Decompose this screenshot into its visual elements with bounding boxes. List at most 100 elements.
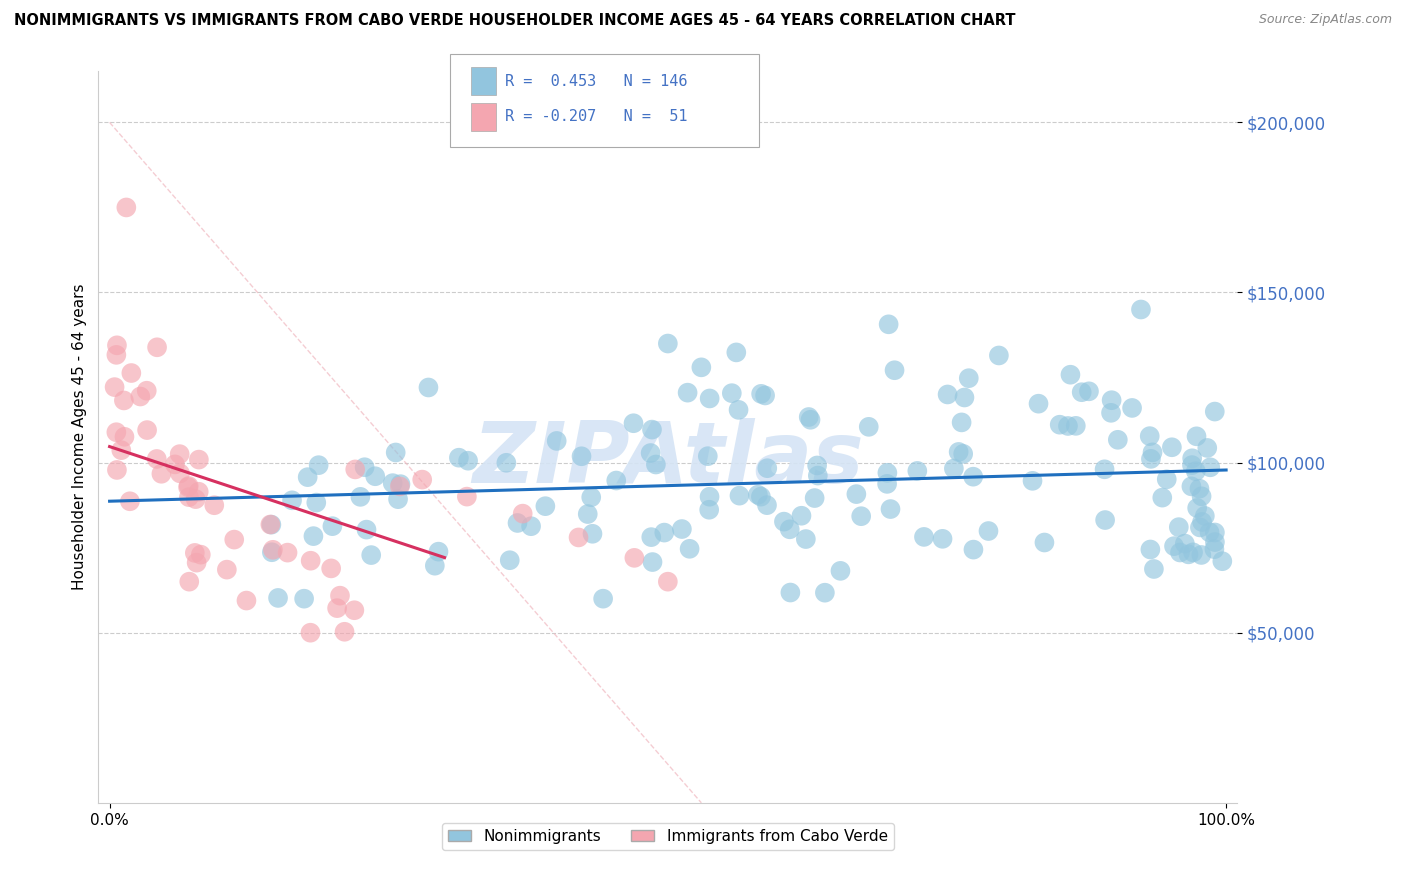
Point xyxy=(727,402,749,417)
Point xyxy=(146,340,169,354)
Point xyxy=(1021,474,1043,488)
Point xyxy=(495,456,517,470)
Point xyxy=(905,464,928,478)
Point xyxy=(546,434,568,448)
Point xyxy=(576,507,599,521)
Point xyxy=(329,589,352,603)
Point xyxy=(696,449,718,463)
Point xyxy=(1078,384,1101,399)
Point xyxy=(235,593,257,607)
Point xyxy=(697,502,720,516)
Point xyxy=(797,409,820,424)
Point xyxy=(657,336,679,351)
Point xyxy=(387,492,409,507)
Point xyxy=(592,591,614,606)
Point xyxy=(356,523,378,537)
Point xyxy=(150,467,173,481)
Point xyxy=(184,492,207,507)
Text: Source: ZipAtlas.com: Source: ZipAtlas.com xyxy=(1258,13,1392,27)
Point xyxy=(936,387,959,401)
Point xyxy=(1188,520,1211,534)
Point xyxy=(1211,554,1233,568)
Point xyxy=(1168,545,1191,559)
Point xyxy=(623,550,645,565)
Point xyxy=(1130,302,1153,317)
Point xyxy=(259,517,281,532)
Point xyxy=(499,553,522,567)
Point xyxy=(260,545,283,559)
Point xyxy=(699,490,721,504)
Point xyxy=(1094,462,1116,476)
Point xyxy=(190,548,212,562)
Point xyxy=(877,318,900,332)
Point xyxy=(749,490,772,504)
Point xyxy=(721,386,744,401)
Point xyxy=(1160,440,1182,454)
Point xyxy=(120,366,142,380)
Point xyxy=(302,529,325,543)
Legend: Nonimmigrants, Immigrants from Cabo Verde: Nonimmigrants, Immigrants from Cabo Verd… xyxy=(441,822,894,850)
Point xyxy=(1033,535,1056,549)
Point xyxy=(912,530,935,544)
Point xyxy=(112,393,135,408)
Text: NONIMMIGRANTS VS IMMIGRANTS FROM CABO VERDE HOUSEHOLDER INCOME AGES 45 - 64 YEAR: NONIMMIGRANTS VS IMMIGRANTS FROM CABO VE… xyxy=(14,13,1015,29)
Point xyxy=(115,201,138,215)
Point xyxy=(1028,397,1050,411)
Point xyxy=(728,489,751,503)
Point xyxy=(1204,535,1226,549)
Point xyxy=(177,479,200,493)
Point xyxy=(105,338,128,352)
Point xyxy=(364,469,387,483)
Point xyxy=(1107,433,1129,447)
Point xyxy=(623,416,645,430)
Point xyxy=(1057,419,1080,434)
Point xyxy=(876,476,898,491)
Text: ZIPAtlas: ZIPAtlas xyxy=(472,417,863,500)
Point xyxy=(179,574,201,589)
Text: R =  0.453   N = 146: R = 0.453 N = 146 xyxy=(505,74,688,88)
Point xyxy=(388,479,411,493)
Point xyxy=(110,443,132,458)
Point xyxy=(803,491,825,505)
Point xyxy=(389,477,412,491)
Point xyxy=(163,458,186,472)
Point xyxy=(169,447,191,461)
Point xyxy=(1094,513,1116,527)
Point xyxy=(305,495,328,509)
Y-axis label: Householder Income Ages 45 - 64 years: Householder Income Ages 45 - 64 years xyxy=(72,284,87,591)
Point xyxy=(830,564,852,578)
Point xyxy=(1140,451,1163,466)
Point xyxy=(202,498,225,512)
Point xyxy=(652,525,675,540)
Point xyxy=(699,392,721,406)
Point xyxy=(957,371,980,385)
Point xyxy=(942,461,965,475)
Point xyxy=(456,490,478,504)
Point xyxy=(299,554,322,568)
Point xyxy=(1099,406,1122,420)
Point xyxy=(281,493,304,508)
Point xyxy=(1194,508,1216,523)
Point xyxy=(326,601,349,615)
Point xyxy=(1167,520,1189,534)
Point xyxy=(103,380,125,394)
Point xyxy=(260,517,283,532)
Point xyxy=(676,385,699,400)
Point xyxy=(308,458,330,472)
Point xyxy=(641,555,664,569)
Point xyxy=(640,530,662,544)
Point xyxy=(411,473,433,487)
Point xyxy=(1182,545,1205,559)
Point xyxy=(384,445,406,459)
Point xyxy=(427,544,450,558)
Point xyxy=(1185,464,1208,478)
Point xyxy=(756,461,779,475)
Point xyxy=(1152,491,1174,505)
Point xyxy=(747,488,769,502)
Point xyxy=(321,519,343,533)
Point xyxy=(1204,542,1226,557)
Point xyxy=(754,388,776,402)
Point xyxy=(571,450,593,464)
Point xyxy=(1070,385,1092,400)
Point xyxy=(931,532,953,546)
